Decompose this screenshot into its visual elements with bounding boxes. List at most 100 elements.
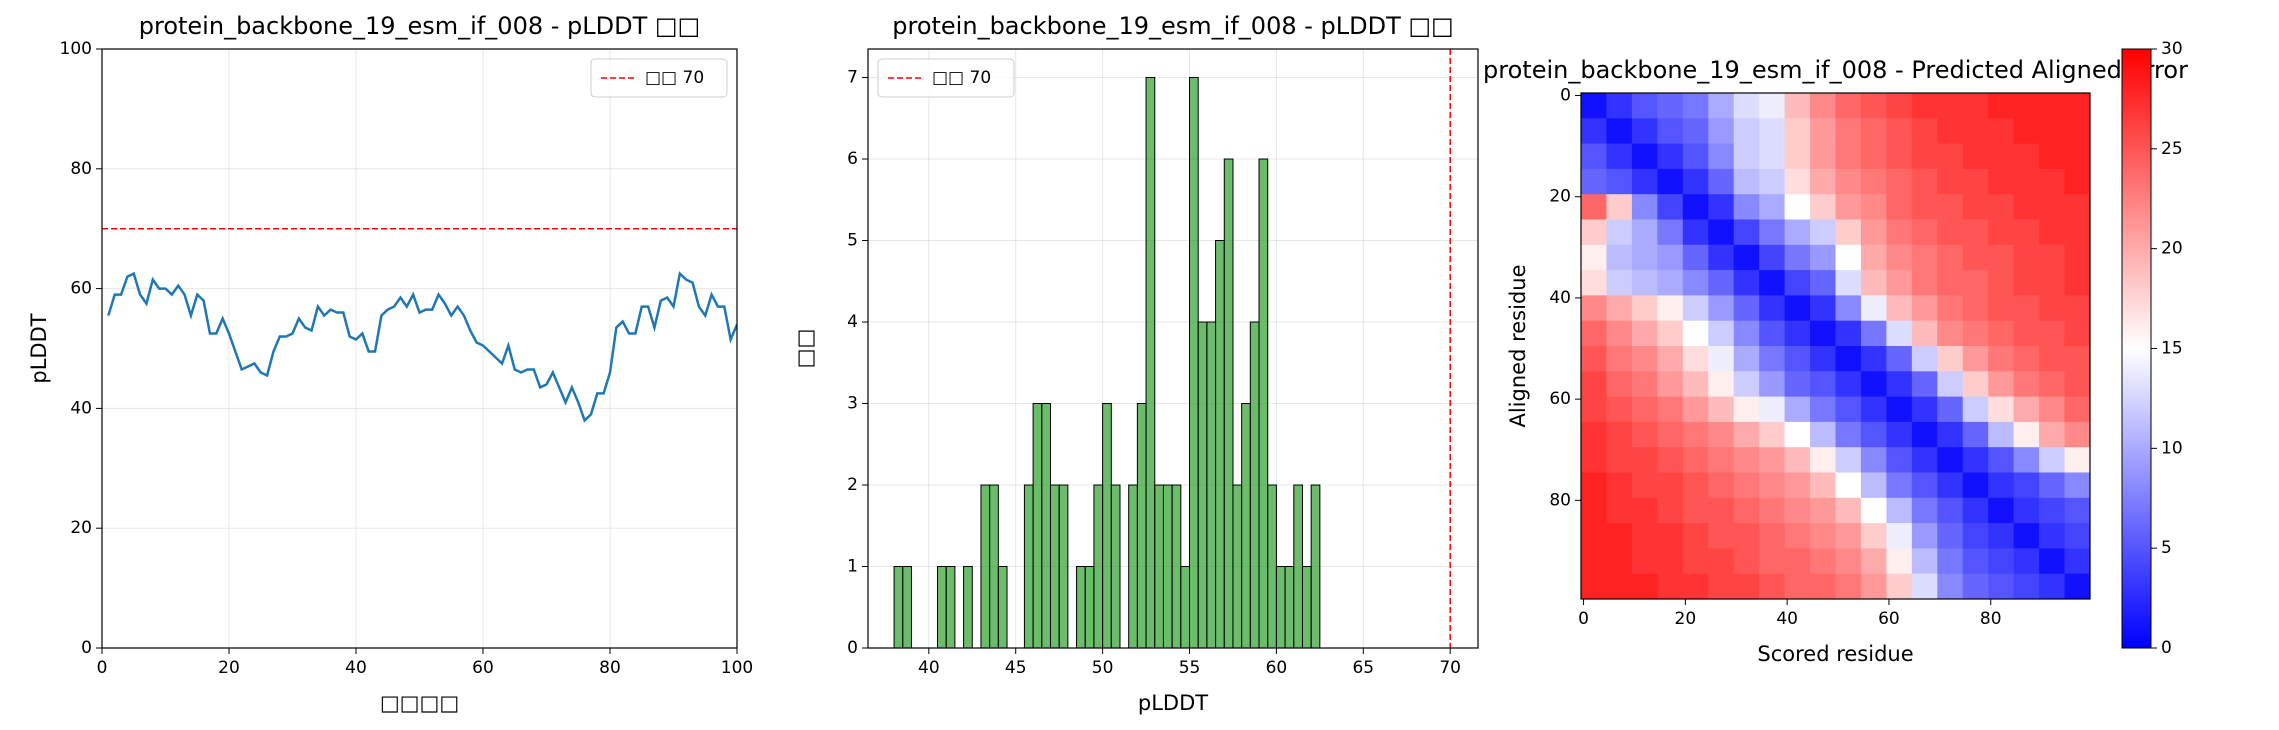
y-tick-label: 7	[847, 68, 858, 88]
heatmap-cell	[1835, 497, 1862, 524]
heatmap-cell	[1911, 346, 1938, 372]
heatmap-cell	[2013, 447, 2040, 473]
x-tick-label: 20	[218, 658, 240, 678]
heatmap-cell	[1962, 270, 1989, 296]
heatmap-cell	[1631, 548, 1658, 575]
heatmap-cell	[1860, 523, 1887, 549]
heatmap-cell	[1733, 573, 1760, 599]
heatmap-cell	[1962, 93, 1989, 119]
heatmap-cell	[2064, 270, 2090, 296]
heatmap-cell	[1937, 143, 1964, 170]
heatmap-cell	[1733, 219, 1760, 246]
heatmap-cell	[1733, 168, 1760, 195]
heatmap-cell	[2013, 168, 2040, 195]
heatmap-cell	[2039, 548, 2066, 575]
heatmap-cell	[1759, 168, 1786, 195]
heatmap-cell	[1911, 295, 1938, 322]
heatmap-cell	[1988, 447, 2015, 473]
heatmap-cell	[1988, 371, 2015, 398]
bar	[963, 566, 973, 648]
heatmap-cell	[1581, 447, 1607, 473]
heatmap-cell	[1708, 421, 1735, 448]
heatmap-cell	[1860, 194, 1887, 220]
heatmap-cell	[1631, 346, 1658, 372]
axes-frame	[867, 48, 1479, 649]
x-tick-label: 100	[721, 658, 753, 678]
heatmap-cell	[1937, 548, 1964, 575]
heatmap-cell	[1606, 523, 1633, 549]
heatmap-cell	[2039, 472, 2066, 499]
bar	[1215, 240, 1225, 648]
heatmap-cell	[1860, 219, 1887, 246]
heatmap-cell	[1886, 143, 1913, 170]
heatmap-cell	[1937, 523, 1964, 549]
heatmap-cell	[1682, 548, 1709, 575]
heatmap-cell	[2013, 244, 2040, 271]
heatmap-cell	[1733, 295, 1760, 322]
chart-title: protein_backbone_19_esm_if_008 - pLDDT □…	[892, 12, 1453, 40]
heatmap-cell	[1708, 168, 1735, 195]
heatmap-cell	[1937, 573, 1964, 599]
heatmap-cell	[1988, 295, 2015, 322]
bar	[1241, 403, 1251, 648]
heatmap-cell	[1962, 523, 1989, 549]
heatmap-cell	[1631, 93, 1658, 119]
heatmap-cell	[1886, 346, 1913, 372]
heatmap-cell	[1581, 143, 1607, 170]
line	[107, 271, 737, 423]
heatmap-cell	[1682, 523, 1709, 549]
heatmap-cell	[1810, 523, 1836, 549]
bar	[1145, 77, 1156, 648]
bar	[902, 566, 912, 648]
heatmap-cell	[1682, 118, 1709, 145]
heatmap-cell	[1911, 244, 1938, 271]
heatmap-cell	[1682, 168, 1709, 195]
heatmap-cell	[2064, 244, 2090, 271]
bar	[1293, 484, 1303, 648]
y-tick-label: 60	[70, 279, 92, 299]
heatmap-cell	[1682, 346, 1709, 372]
heatmap-cell	[1886, 548, 1913, 575]
heatmap-cell	[1682, 320, 1709, 347]
heatmap-cell	[1657, 118, 1684, 145]
bar	[1232, 484, 1243, 648]
heatmap-cell	[1835, 447, 1862, 473]
heatmap-cell	[1860, 118, 1887, 145]
heatmap-cell	[1810, 447, 1836, 473]
heatmap-cell	[2064, 295, 2090, 322]
y-tick-label: 0	[1560, 86, 1571, 106]
x-axis-label: pLDDT	[1138, 691, 1208, 715]
heatmap-cell	[1682, 497, 1709, 524]
heatmap-cell	[1810, 346, 1836, 372]
heatmap-cell	[1911, 497, 1938, 524]
heatmap-cell	[1937, 93, 1964, 119]
heatmap-cell	[2064, 194, 2090, 220]
heatmap-cell	[1759, 396, 1786, 423]
heatmap-cell	[1962, 143, 1989, 170]
heatmap-cell	[1988, 219, 2015, 246]
heatmap-cell	[1759, 295, 1786, 322]
heatmap-cell	[1631, 523, 1658, 549]
heatmap-cell	[1810, 548, 1836, 575]
heatmap-cell	[1657, 548, 1684, 575]
bar	[1136, 403, 1147, 648]
heatmap-cell	[1911, 548, 1938, 575]
x-tick-label: 20	[1675, 609, 1697, 629]
legend-box	[877, 58, 1015, 98]
heatmap-cell	[1708, 194, 1735, 220]
heatmap-cell	[1708, 143, 1735, 170]
legend-label: □□ 70	[932, 68, 991, 88]
heatmap-cell	[1886, 447, 1913, 473]
y-tick-label: 6	[847, 149, 858, 169]
heatmap-cell	[1759, 219, 1786, 246]
heatmap-cell	[1886, 371, 1913, 398]
heatmap-cell	[1784, 371, 1811, 398]
bar	[1093, 484, 1104, 648]
heatmap-cell	[1733, 93, 1760, 119]
heatmap-cell	[1835, 548, 1862, 575]
heatmap-cell	[1835, 371, 1862, 398]
y-tick-label: 100	[60, 39, 92, 59]
heatmap-cell	[1606, 118, 1633, 145]
x-tick-label: 60	[472, 658, 494, 678]
bar	[1154, 484, 1164, 648]
